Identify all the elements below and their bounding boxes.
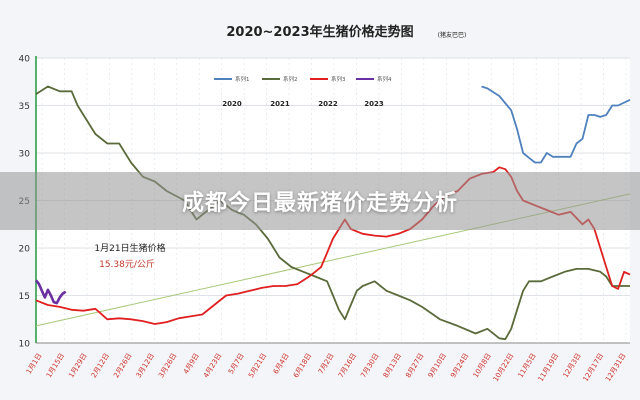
- annotation-date: 1月21日生猪价格: [94, 242, 165, 254]
- series-line-4: [34, 279, 67, 305]
- series-line-1: [481, 85, 631, 164]
- y-tick-label: 35: [19, 102, 30, 112]
- headline-text: 成都今日最新猪价走势分析: [181, 191, 458, 216]
- y-tick-label: 15: [19, 292, 30, 302]
- legend-label: 系列2: [283, 75, 298, 83]
- chart-title: 2020~2023年生猪价格走势图: [226, 24, 413, 40]
- y-tick-label: 20: [19, 245, 31, 255]
- annotation-price: 15.38元/公斤: [99, 259, 155, 270]
- headline-banner: 成都今日最新猪价走势分析: [0, 172, 640, 230]
- legend-label: 系列1: [235, 75, 250, 83]
- y-tick-label: 30: [19, 150, 31, 160]
- legend: 系列1 2020 系列2 2021 系列3 2022 系列4 2023: [214, 75, 392, 108]
- legend-year: 2021: [270, 100, 290, 108]
- legend-year: 2023: [364, 100, 384, 108]
- legend-label: 系列4: [377, 75, 392, 83]
- y-tick-label: 40: [19, 55, 31, 65]
- legend-year: 2020: [222, 100, 242, 108]
- legend-year: 2022: [318, 100, 338, 108]
- chart-source-note: (猪友巴巴): [438, 31, 467, 39]
- series-line-2: [35, 85, 630, 341]
- y-tick-label: 10: [19, 340, 31, 350]
- legend-label: 系列3: [331, 75, 346, 83]
